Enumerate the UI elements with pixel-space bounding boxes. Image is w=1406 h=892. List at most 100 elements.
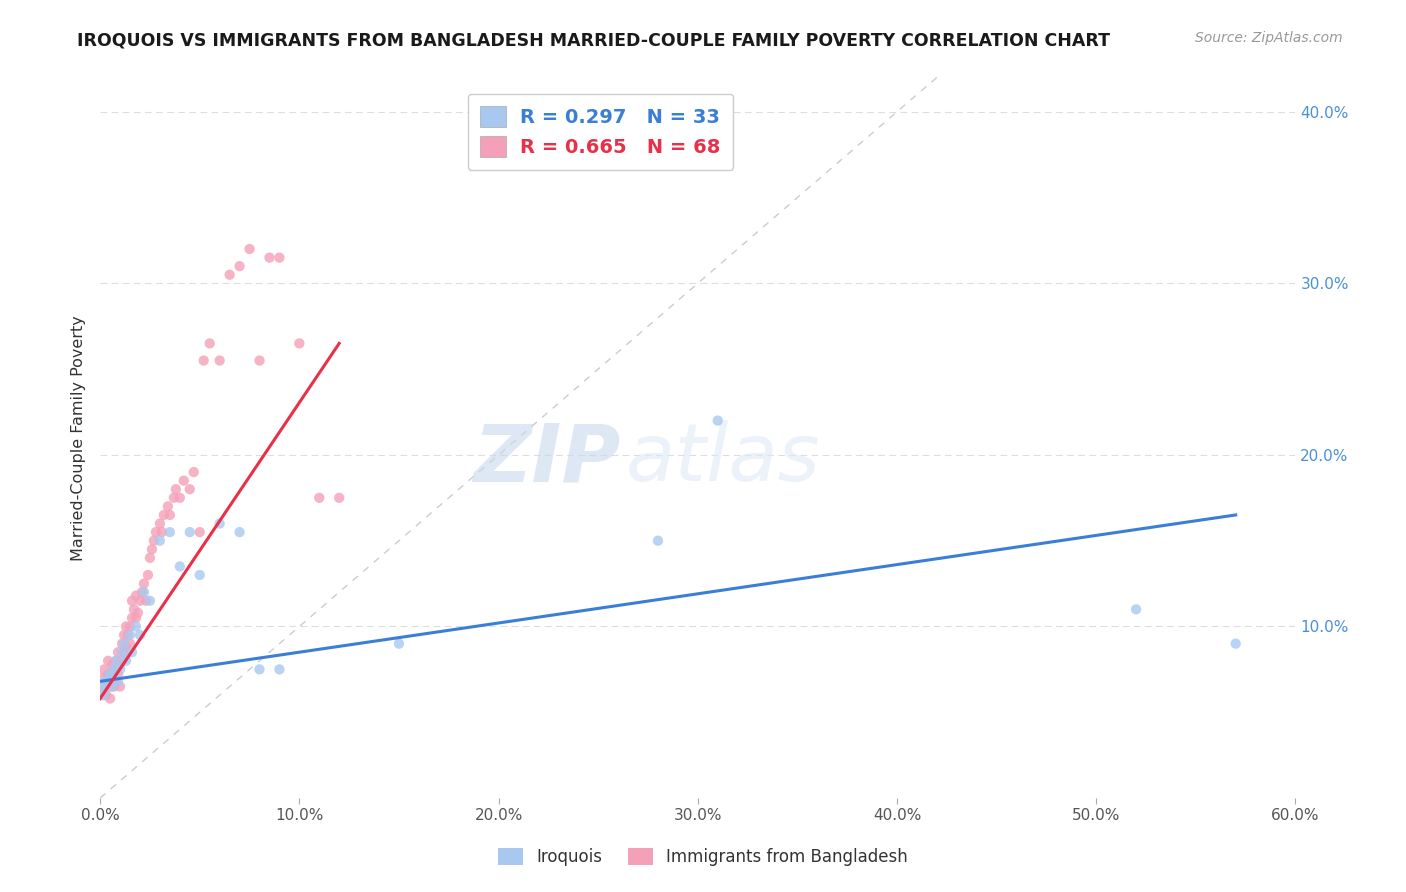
Text: ZIP: ZIP — [472, 420, 620, 499]
Point — [132, 576, 155, 591]
Point — [108, 657, 131, 672]
Point — [112, 637, 135, 651]
Point — [129, 628, 152, 642]
Point — [112, 645, 135, 659]
Point — [1225, 637, 1247, 651]
Point — [115, 654, 138, 668]
Point — [108, 662, 131, 676]
Point — [169, 559, 191, 574]
Point — [259, 251, 281, 265]
Y-axis label: Married-Couple Family Poverty: Married-Couple Family Poverty — [72, 315, 86, 561]
Point — [188, 525, 211, 540]
Point — [183, 465, 205, 479]
Point — [105, 674, 128, 689]
Point — [238, 242, 260, 256]
Point — [173, 474, 195, 488]
Point — [94, 688, 117, 702]
Point — [108, 680, 131, 694]
Point — [165, 482, 187, 496]
Point — [118, 628, 141, 642]
Point — [91, 688, 114, 702]
Point — [288, 336, 311, 351]
Point — [91, 680, 114, 694]
Point — [163, 491, 186, 505]
Point — [125, 611, 148, 625]
Point — [103, 680, 125, 694]
Legend: Iroquois, Immigrants from Bangladesh: Iroquois, Immigrants from Bangladesh — [489, 840, 917, 875]
Point — [169, 491, 191, 505]
Point — [218, 268, 240, 282]
Point — [179, 482, 201, 496]
Point — [198, 336, 221, 351]
Point — [131, 585, 153, 599]
Text: IROQUOIS VS IMMIGRANTS FROM BANGLADESH MARRIED-COUPLE FAMILY POVERTY CORRELATION: IROQUOIS VS IMMIGRANTS FROM BANGLADESH M… — [77, 31, 1111, 49]
Point — [103, 662, 125, 676]
Point — [156, 500, 179, 514]
Point — [107, 667, 129, 681]
Point — [98, 667, 121, 681]
Point — [249, 353, 271, 368]
Legend: R = 0.297   N = 33, R = 0.665   N = 68: R = 0.297 N = 33, R = 0.665 N = 68 — [468, 94, 733, 169]
Point — [249, 662, 271, 676]
Point — [308, 491, 330, 505]
Point — [127, 606, 149, 620]
Point — [647, 533, 669, 548]
Point — [179, 525, 201, 540]
Point — [101, 671, 124, 685]
Point — [129, 593, 152, 607]
Point — [269, 251, 291, 265]
Point — [136, 568, 159, 582]
Point — [135, 593, 157, 607]
Point — [149, 516, 172, 531]
Point — [115, 619, 138, 633]
Point — [328, 491, 350, 505]
Point — [121, 593, 143, 607]
Point — [706, 414, 728, 428]
Point — [142, 533, 165, 548]
Point — [159, 508, 181, 522]
Point — [121, 645, 143, 659]
Point — [111, 654, 134, 668]
Point — [125, 589, 148, 603]
Point — [228, 525, 250, 540]
Point — [269, 662, 291, 676]
Point — [145, 525, 167, 540]
Point — [111, 637, 134, 651]
Point — [93, 688, 115, 702]
Point — [150, 525, 173, 540]
Point — [101, 680, 124, 694]
Point — [115, 640, 138, 654]
Point — [139, 550, 162, 565]
Point — [132, 585, 155, 599]
Point — [159, 525, 181, 540]
Point — [107, 645, 129, 659]
Point — [141, 542, 163, 557]
Point — [149, 533, 172, 548]
Point — [111, 645, 134, 659]
Point — [122, 602, 145, 616]
Point — [188, 568, 211, 582]
Point — [125, 619, 148, 633]
Point — [388, 637, 411, 651]
Point — [208, 353, 231, 368]
Point — [94, 674, 117, 689]
Point — [228, 259, 250, 273]
Point — [93, 662, 115, 676]
Point — [139, 593, 162, 607]
Point — [193, 353, 215, 368]
Point — [208, 516, 231, 531]
Point — [118, 637, 141, 651]
Text: atlas: atlas — [626, 420, 821, 499]
Point — [97, 667, 120, 681]
Point — [117, 628, 139, 642]
Point — [98, 691, 121, 706]
Point — [101, 657, 124, 672]
Point — [153, 508, 176, 522]
Point — [112, 628, 135, 642]
Point — [91, 671, 114, 685]
Point — [1125, 602, 1147, 616]
Point — [97, 654, 120, 668]
Point — [97, 671, 120, 685]
Point — [105, 654, 128, 668]
Point — [118, 619, 141, 633]
